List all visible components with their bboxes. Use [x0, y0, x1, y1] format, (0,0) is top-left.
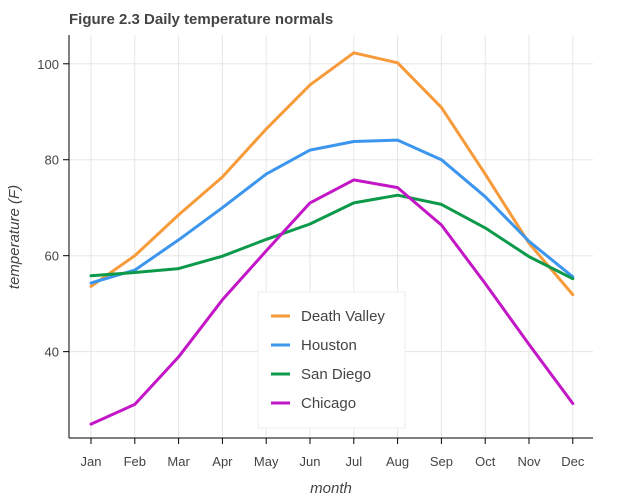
x-tick-label: Jul	[345, 454, 362, 469]
y-axis-ticks: 40 60 80 100	[37, 57, 69, 360]
x-axis-label: month	[310, 480, 352, 497]
x-tick-label: Oct	[475, 454, 496, 469]
series-lines	[89, 51, 575, 426]
x-tick-label: Apr	[212, 454, 233, 469]
x-tick-label: Jan	[81, 454, 102, 469]
chart-title: Figure 2.3 Daily temperature normals	[69, 11, 333, 28]
y-tick-label: 80	[45, 153, 59, 168]
legend: Death Valley Houston San Diego Chicago	[257, 291, 406, 429]
x-tick-label: Dec	[561, 454, 585, 469]
legend-label: Houston	[301, 337, 357, 354]
x-tick-label: Feb	[124, 454, 146, 469]
y-tick-label: 60	[45, 249, 59, 264]
series-line-death-valley	[89, 51, 575, 297]
legend-label: San Diego	[301, 366, 371, 383]
y-axis-label: temperature (F)	[6, 185, 23, 289]
x-tick-label: Mar	[167, 454, 190, 469]
y-tick-label: 100	[37, 57, 59, 72]
series-line-chicago	[89, 178, 575, 426]
y-tick-label: 40	[45, 345, 59, 360]
x-tick-label: Sep	[430, 454, 453, 469]
legend-label: Death Valley	[301, 308, 385, 325]
x-axis-ticks: Jan Feb Mar Apr May Jun Jul Aug Sep Oct Nov Dec	[81, 438, 585, 469]
x-tick-label: Nov	[517, 454, 541, 469]
legend-label: Chicago	[301, 395, 356, 412]
series-line-houston	[89, 138, 575, 285]
x-tick-label: Aug	[386, 454, 409, 469]
series-line-san-diego	[89, 193, 575, 281]
x-tick-label: May	[254, 454, 279, 469]
axes	[68, 35, 593, 439]
x-tick-label: Jun	[300, 454, 321, 469]
